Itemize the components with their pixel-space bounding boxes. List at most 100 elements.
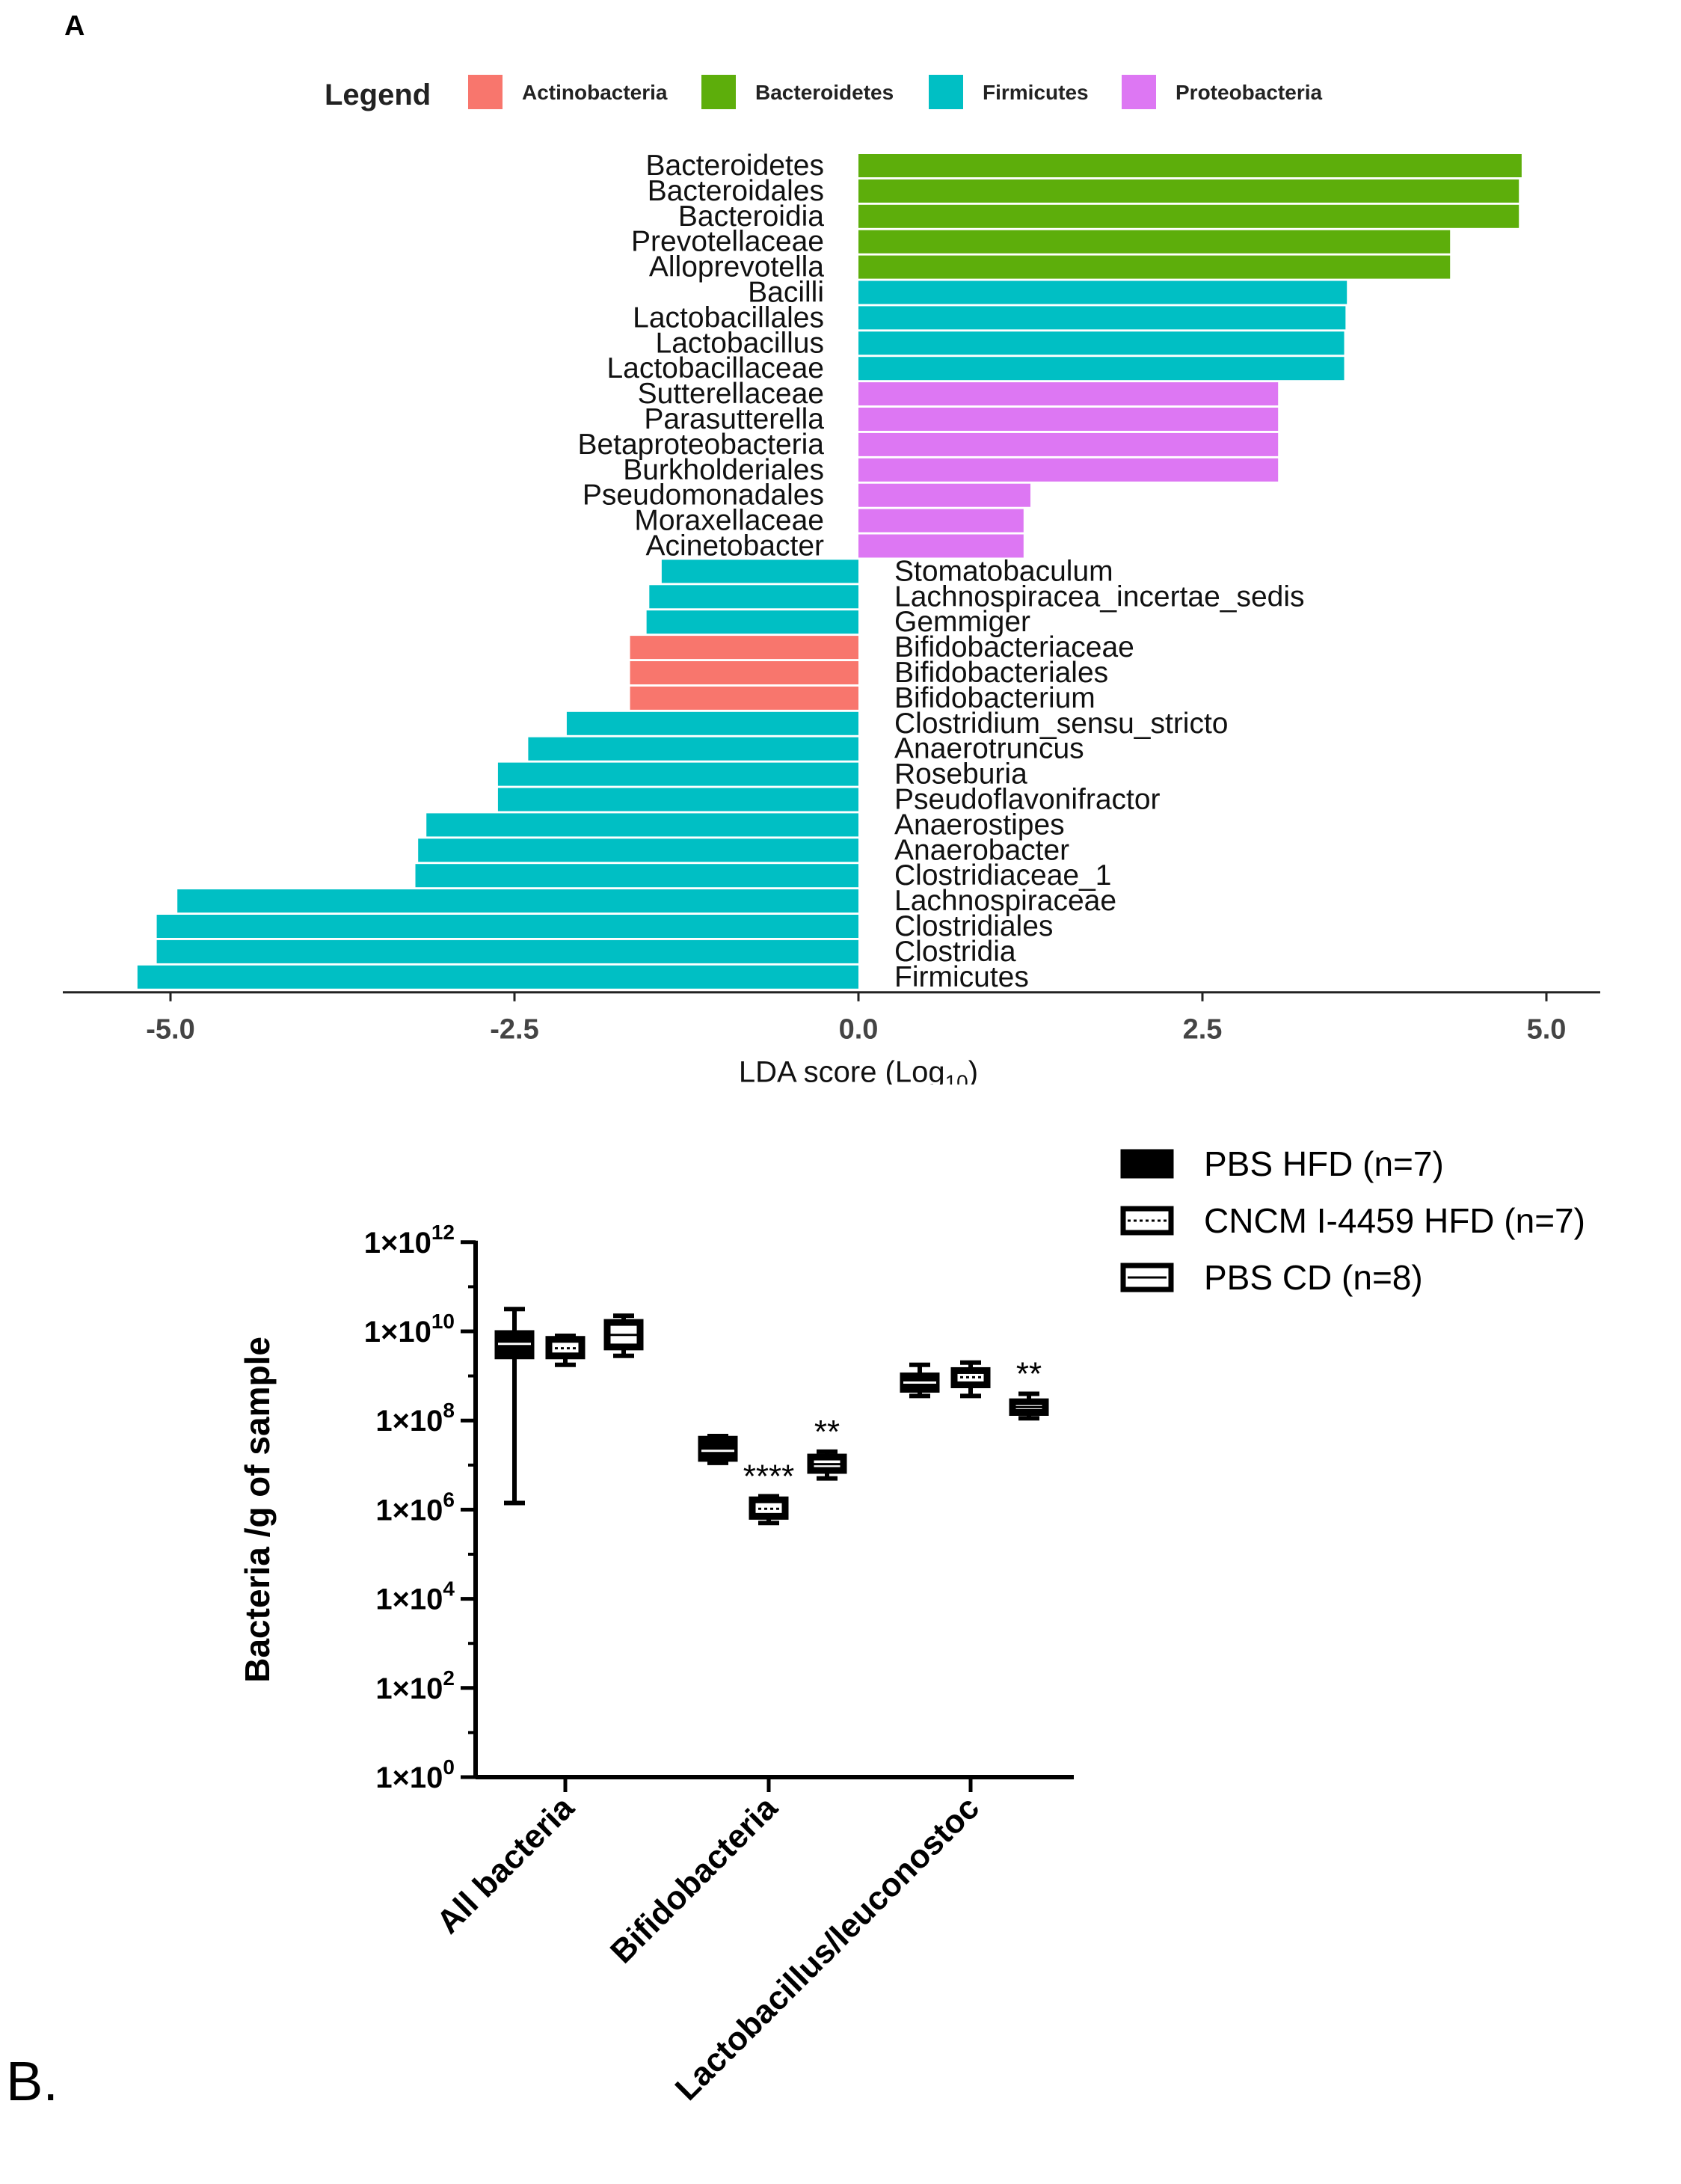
y-tick-label: 1×102 (375, 1666, 455, 1705)
qpcr-box-plot: 1×100 1×102 1×104 1×106 1×108 1×1010 1×1012 Bac… (238, 1144, 1585, 2108)
lda-bar (497, 762, 858, 786)
lda-bar-label: Clostridiales (894, 910, 1053, 942)
lda-bar (858, 204, 1519, 228)
lda-bar (858, 255, 1451, 279)
panel-label-b: B. (6, 2050, 58, 2112)
lda-bar (858, 534, 1024, 558)
lda-bar-label: Prevotellaceae (631, 226, 824, 258)
lda-bar-label: Bacilli (748, 277, 824, 309)
significance-marker: ** (814, 1414, 840, 1450)
lda-bar-label: Betaproteobacteria (577, 429, 824, 461)
legend-swatch-proteobacteria (1122, 75, 1156, 109)
lda-bar (426, 813, 858, 837)
legend-swatch-firmicutes (929, 75, 963, 109)
lda-bar (858, 154, 1522, 177)
lda-bar-label: Anaerotruncus (894, 733, 1084, 765)
y-tick-label: 1×104 (375, 1577, 455, 1616)
x-tick-label: 0.0 (839, 1014, 879, 1046)
y-tick-label: 1×108 (375, 1399, 455, 1438)
lda-bar-label: Roseburia (894, 758, 1027, 791)
lda-bar-label: Anaerobacter (894, 834, 1069, 866)
box-1-2 (950, 1360, 991, 1399)
lda-bar (649, 585, 858, 609)
legend-title: Legend (325, 79, 431, 111)
x-tick-label: 2.5 (1183, 1014, 1223, 1046)
box-2-1: ** (807, 1414, 847, 1481)
lda-bar (858, 509, 1024, 533)
lda-bar-label: Pseudoflavonifractor (894, 784, 1161, 816)
lda-x-axis: -5.0 -2.5 0.0 2.5 5.0 LDA score (Log10) (63, 991, 1600, 1085)
lda-bar-label: Clostridia (894, 936, 1016, 968)
box-0-2 (900, 1362, 940, 1399)
lda-bars (137, 154, 1522, 989)
x-tick-label: 5.0 (1527, 1014, 1567, 1046)
lda-bar-label: Alloprevotella (649, 251, 824, 283)
legend-label-bacteroidetes: Bacteroidetes (755, 81, 894, 104)
significance-marker: **** (743, 1458, 795, 1495)
x-category-label: All bacteria (430, 1789, 582, 1941)
lda-bar-label: Bacteroidia (678, 200, 824, 233)
lda-bar-label: Lachnospiracea_incertae_sedis (894, 580, 1305, 613)
lda-bar (415, 864, 858, 888)
legend-swatch-actinobacteria (468, 75, 503, 109)
box-body (698, 1435, 738, 1462)
lda-bar-label: Gemmiger (894, 606, 1030, 638)
x-category-label: Bifidobacteria (603, 1789, 784, 1970)
x-tick-label: -2.5 (490, 1014, 538, 1046)
box-2-2: ** (1009, 1355, 1049, 1421)
legend-swatch-bacteroidetes (701, 75, 736, 109)
lda-bar (858, 357, 1345, 381)
lda-bar-label: Clostridiaceae_1 (894, 859, 1112, 892)
legend-label-actinobacteria: Actinobacteria (522, 81, 668, 104)
box-0-1 (698, 1434, 738, 1465)
lda-bar (661, 559, 858, 583)
y-axis-label: Bacteria /g of sample (238, 1337, 277, 1683)
y-tick-label: 1×100 (375, 1755, 455, 1794)
x-axis-label: LDA score (Log10) (739, 1056, 978, 1085)
y-tick-label: 1×1012 (364, 1221, 455, 1260)
lda-bar-label: Clostridium_sensu_stricto (894, 708, 1229, 740)
lda-bar (858, 483, 1030, 507)
box-1-0 (545, 1333, 586, 1367)
lda-bar-chart: Legend Actinobacteria Bacteroidetes Firmicu… (63, 75, 1600, 1085)
lda-bar (497, 788, 858, 812)
y-tick-label: 1×1010 (364, 1310, 455, 1349)
significance-marker: ** (1016, 1355, 1042, 1392)
lda-bar (630, 636, 858, 660)
lda-bar-label: Bifidobacteriaceae (894, 631, 1134, 663)
box-body (749, 1496, 789, 1520)
lda-bar-label: Anaerostipes (894, 809, 1065, 841)
legend-label: PBS HFD (n=7) (1204, 1144, 1444, 1183)
lda-bar-label: Firmicutes (894, 961, 1029, 993)
lda-bar-label: Bifidobacteriales (894, 657, 1108, 689)
lda-legend: Legend Actinobacteria Bacteroidetes Firmicu… (325, 75, 1322, 111)
lda-bar (630, 661, 858, 684)
lda-bar (177, 889, 858, 913)
lda-bar (858, 408, 1279, 431)
lda-bar-label: Burkholderiales (623, 454, 824, 486)
lda-bar-label: Sutterellaceae (638, 378, 824, 410)
box-0-0 (494, 1307, 535, 1506)
lda-bar (156, 939, 859, 963)
lda-bar-label: Bifidobacterium (894, 682, 1095, 714)
lda-bar (858, 280, 1347, 304)
qpcr-legend: PBS HFD (n=7) CNCM I-4459 HFD (n=7) PBS CD… (1120, 1144, 1585, 1297)
lda-bar (630, 686, 858, 710)
lda-bar (156, 915, 859, 938)
box-2-0 (603, 1313, 644, 1358)
lda-bar (528, 737, 858, 761)
lda-bar-label: Lactobacillaceae (606, 352, 824, 384)
legend-swatch (1120, 1149, 1174, 1179)
lda-bar-label: Bacteroidales (648, 175, 824, 207)
lda-bar (858, 382, 1279, 406)
panel-label-a: A (64, 10, 85, 42)
lda-bar-labels: BacteroidetesBacteroidalesBacteroidiaPre… (577, 150, 1304, 993)
lda-bar-label: Lachnospiraceae (894, 885, 1116, 917)
legend-label-firmicutes: Firmicutes (983, 81, 1089, 104)
lda-bar (418, 838, 858, 862)
lda-bar (858, 458, 1279, 482)
lda-bar (137, 965, 859, 989)
lda-bar (566, 711, 858, 735)
lda-bar-label: Pseudomonadales (583, 479, 824, 512)
legend-label: CNCM I-4459 HFD (n=7) (1204, 1201, 1585, 1240)
